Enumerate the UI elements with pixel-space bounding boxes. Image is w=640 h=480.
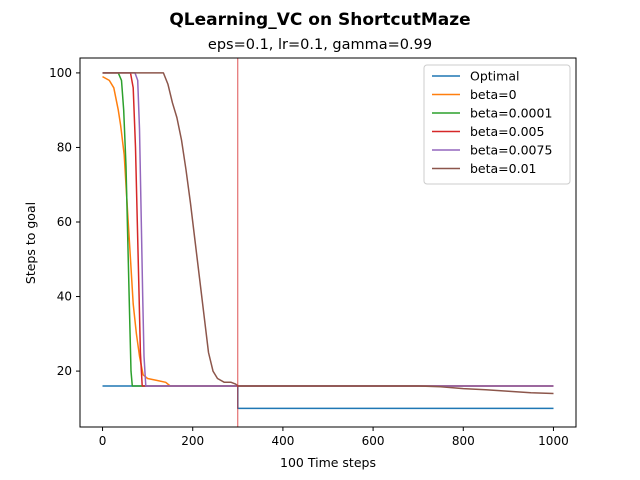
series-line-3: [102, 72, 554, 387]
legend-box: [423, 64, 571, 185]
y-axis: 20 40 60 80 100: [49, 66, 80, 378]
x-tick-label: 600: [362, 434, 385, 448]
series-line-4: [102, 72, 554, 387]
x-axis-label: 100 Time steps: [280, 455, 376, 470]
series-line-2: [102, 72, 554, 387]
x-tick-label: 400: [271, 434, 294, 448]
y-tick-label: 80: [57, 140, 72, 154]
plot-area: [102, 58, 554, 427]
y-tick-label: 40: [57, 290, 72, 304]
legend: Optimal beta=0 beta=0.0001 beta=0.005 beta=0…: [423, 64, 571, 185]
x-axis: 0 200 400 600 800 1000: [99, 427, 569, 448]
y-tick-label: 100: [49, 66, 72, 80]
x-tick-label: 200: [181, 434, 204, 448]
legend-entry-label: beta=0.0001: [470, 106, 552, 121]
chart-subtitle: eps=0.1, lr=0.1, gamma=0.99: [208, 37, 432, 53]
y-tick-label: 20: [57, 364, 72, 378]
y-tick-label: 60: [57, 215, 72, 229]
legend-entry-label: beta=0.01: [470, 161, 537, 176]
x-tick-label: 0: [99, 434, 107, 448]
x-tick-label: 800: [452, 434, 475, 448]
legend-entry-label: beta=0: [470, 87, 517, 102]
x-tick-label: 1000: [538, 434, 569, 448]
chart-title: QLearning_VC on ShortcutMaze: [169, 10, 470, 30]
series-line-1: [102, 75, 554, 387]
legend-entry-label: beta=0.0075: [470, 143, 552, 158]
legend-entry-label: beta=0.005: [470, 124, 544, 139]
series-line-5: [102, 72, 554, 395]
legend-entry-label: Optimal: [470, 69, 519, 84]
plot-frame: [79, 57, 577, 428]
y-axis-label: Steps to goal: [23, 202, 38, 284]
